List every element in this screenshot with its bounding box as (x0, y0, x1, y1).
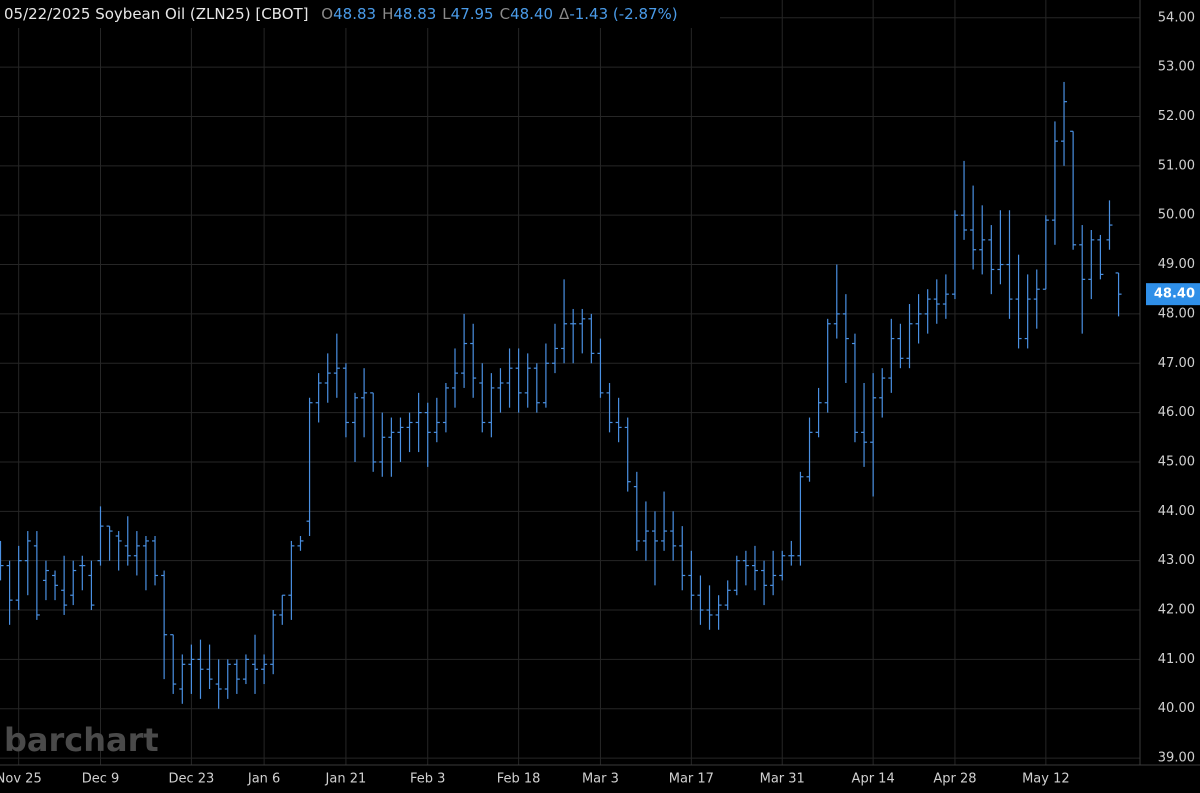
x-tick-label: Apr 14 (852, 772, 895, 787)
x-tick-label: Apr 28 (933, 772, 976, 787)
x-tick-label: Mar 31 (760, 772, 805, 787)
x-tick-label: Dec 23 (168, 772, 214, 787)
y-tick-label: 41.00 (1158, 652, 1195, 667)
readout-value: 48.40 (510, 5, 553, 23)
x-tick-label: Feb 18 (497, 772, 541, 787)
header-title: 05/22/2025 Soybean Oil (ZLN25) [CBOT] (4, 5, 309, 23)
watermark: barchart (4, 721, 159, 759)
y-tick-label: 48.00 (1158, 306, 1195, 321)
x-tick-label: Mar 3 (582, 772, 619, 787)
readout-label: O (321, 5, 333, 23)
y-tick-label: 51.00 (1158, 158, 1195, 173)
readout-value: 48.83 (393, 5, 436, 23)
x-tick-label: Jan 21 (325, 772, 367, 787)
y-tick-label: 54.00 (1158, 10, 1195, 25)
x-tick-label: May 12 (1022, 772, 1070, 787)
y-tick-label: 53.00 (1158, 60, 1195, 75)
axes: 39.00 40.00 41.00 42.00 43.00 44.00 45.00 46.00… (0, 10, 1200, 787)
x-tick-label: Mar 17 (669, 772, 714, 787)
header: 05/22/2025 Soybean Oil (ZLN25) [CBOT] O4… (4, 5, 678, 23)
bars (0, 81, 1122, 709)
readout-label: Δ (559, 5, 570, 23)
readout-label: C (500, 5, 510, 23)
y-tick-label: 40.00 (1158, 701, 1195, 716)
readout-value: 47.95 (451, 5, 494, 23)
y-tick-label: 50.00 (1158, 208, 1195, 223)
readout-value: -1.43 (-2.87%) (569, 5, 677, 23)
header-background (0, 0, 720, 28)
last-price-tag (1146, 283, 1200, 306)
y-tick-label: 52.00 (1158, 109, 1195, 124)
y-tick-label: 45.00 (1158, 454, 1195, 469)
grid (0, 0, 1140, 765)
x-tick-label: Feb 3 (410, 772, 445, 787)
y-tick-label: 44.00 (1158, 504, 1195, 519)
y-tick-label: 42.00 (1158, 603, 1195, 618)
readout-label: L (442, 5, 451, 23)
x-tick-label: Dec 9 (82, 772, 120, 787)
readout-value: 48.83 (333, 5, 376, 23)
y-tick-label: 46.00 (1158, 405, 1195, 420)
y-tick-label: 49.00 (1158, 257, 1195, 272)
y-tick-label: 43.00 (1158, 553, 1195, 568)
readout-label: H (382, 5, 393, 23)
y-tick-label: 39.00 (1158, 751, 1195, 766)
last-price-label: 48.40 (1154, 287, 1195, 302)
x-tick-label: Jan 6 (247, 772, 280, 787)
y-tick-label: 47.00 (1158, 356, 1195, 371)
x-tick-label: Nov 25 (0, 772, 42, 787)
